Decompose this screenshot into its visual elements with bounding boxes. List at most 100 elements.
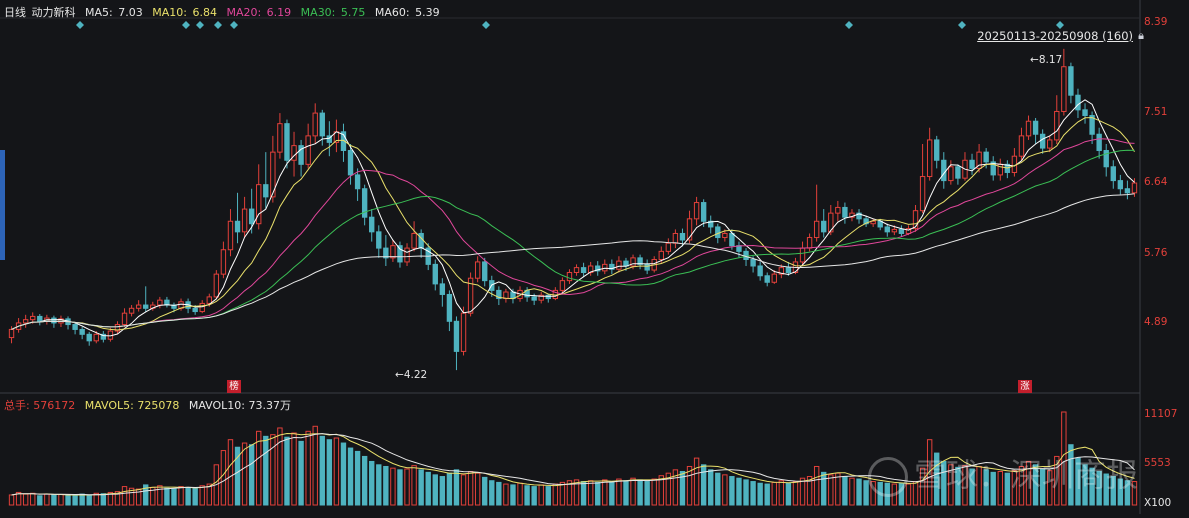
candle-body	[813, 220, 820, 239]
volume-bar	[1011, 470, 1018, 506]
ma5-line	[11, 99, 1135, 337]
sidebar-tab-indicator[interactable]	[0, 150, 5, 260]
volume-bar	[948, 464, 954, 506]
volume-bar	[609, 481, 615, 506]
volume-bar	[383, 465, 389, 506]
volume-bar	[672, 469, 679, 506]
candle-body	[806, 237, 813, 249]
candle-body	[1082, 109, 1088, 117]
volume-bar	[806, 476, 813, 506]
volume-bar	[552, 483, 559, 506]
volume-bar	[679, 471, 686, 506]
candle-body	[764, 275, 770, 283]
volume-bar	[934, 452, 940, 506]
volume-unit: X100	[1144, 497, 1172, 509]
candle-body	[467, 277, 474, 314]
candle-body	[778, 267, 785, 275]
volume-bar	[411, 465, 417, 506]
candle-body	[213, 273, 220, 298]
volume-bar	[1096, 471, 1102, 506]
volume-legend: 总手: 576172 MAVOL5: 725078 MAVOL10: 73.37…	[4, 397, 291, 413]
volume-bar	[835, 472, 841, 506]
volume-bar	[474, 472, 481, 506]
candle-body	[969, 159, 975, 169]
ma5-label: MA5:	[85, 6, 113, 19]
candle-body	[1061, 66, 1067, 112]
candle-body	[446, 293, 453, 322]
total-volume-value: 576172	[33, 399, 76, 412]
volume-bar	[983, 469, 989, 506]
volume-bar	[764, 483, 770, 506]
volume-bar	[708, 469, 714, 506]
candle-body	[340, 131, 347, 152]
price-tick: 8.39	[1144, 16, 1168, 28]
volume-bar	[665, 472, 672, 506]
candle-body	[72, 324, 78, 330]
candle-body	[397, 245, 403, 263]
candle-body	[1089, 115, 1095, 135]
event-marker-icon	[1056, 21, 1064, 29]
volume-bar	[1004, 472, 1011, 506]
candle-body	[757, 265, 763, 277]
volume-bar	[206, 483, 212, 506]
limit-up-badge[interactable]: 涨	[1018, 380, 1032, 393]
candle-body	[715, 226, 721, 239]
volume-bar	[284, 436, 290, 506]
candle-body	[157, 299, 163, 306]
volume-bar	[602, 479, 608, 506]
lock-icon[interactable]: 🔒︎	[1138, 29, 1144, 42]
volume-bar	[559, 481, 566, 506]
candle-body	[1096, 133, 1102, 152]
candle-body	[566, 272, 573, 282]
candle-body	[383, 247, 389, 259]
volume-bar	[157, 485, 163, 506]
volume-bar	[919, 467, 926, 506]
volume-bar	[340, 442, 347, 506]
candle-body	[1047, 139, 1053, 149]
ma30-label: MA30:	[300, 6, 336, 19]
candle-body	[390, 245, 396, 259]
candle-body	[234, 220, 241, 233]
low-value: 4.22	[403, 369, 428, 381]
volume-bar	[651, 478, 657, 506]
volume-bar	[305, 430, 311, 506]
volume-bar	[135, 488, 142, 506]
volume-bar	[503, 483, 509, 506]
candle-body	[559, 280, 566, 291]
volume-bar	[482, 476, 488, 506]
volume-bar	[700, 464, 707, 506]
volume-bar	[863, 480, 869, 506]
candle-body	[192, 307, 198, 313]
candle-body	[771, 273, 777, 283]
volume-bar	[277, 427, 283, 506]
volume-bar	[143, 484, 149, 506]
volume-bar	[8, 494, 15, 506]
candle-body	[453, 320, 460, 352]
volume-bar	[51, 494, 57, 506]
candle-body	[538, 294, 544, 301]
rank-badge[interactable]: 榜	[227, 380, 241, 393]
ma20-value: 6.19	[266, 6, 292, 19]
candle-body	[743, 250, 749, 260]
candle-body	[700, 202, 707, 222]
volume-bar	[962, 465, 968, 506]
volume-bar	[644, 481, 650, 506]
volume-bar	[1032, 464, 1039, 506]
high-annotation: ←8.17	[1030, 54, 1062, 66]
candle-body	[856, 212, 862, 220]
candle-body	[828, 212, 834, 233]
volume-bar	[686, 465, 693, 506]
volume-bar	[905, 483, 912, 506]
candle-body	[93, 333, 99, 342]
volume-bar	[234, 446, 241, 506]
volume-bar	[580, 481, 587, 506]
volume-bar	[312, 425, 318, 506]
price-tick: 5.76	[1144, 247, 1168, 259]
volume-bar	[298, 440, 304, 506]
volume-bar	[72, 495, 78, 506]
candle-body	[86, 333, 92, 342]
candle-body	[637, 257, 643, 265]
date-range-label[interactable]: 20250113-20250908 (160)	[977, 29, 1133, 43]
